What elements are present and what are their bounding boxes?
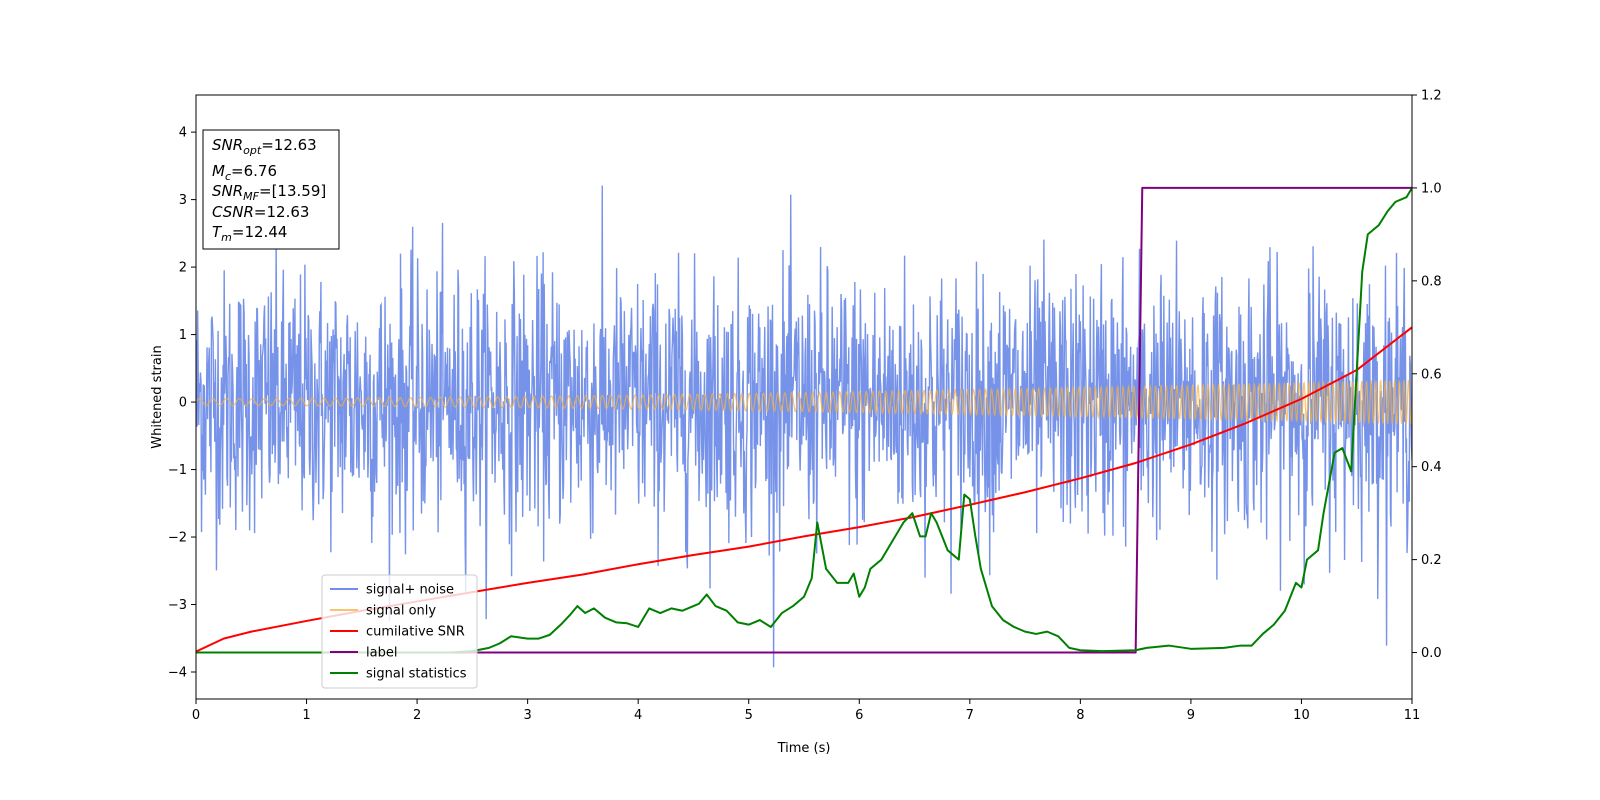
legend-entry-cumilative-snr: cumilative SNR — [330, 625, 465, 640]
legend-entry-label: label — [330, 646, 397, 661]
legend-label: signal+ noise — [366, 583, 454, 598]
x-tick-label: 6 — [855, 708, 863, 723]
x-tick-label: 7 — [966, 708, 974, 723]
x-tick-label: 4 — [634, 708, 642, 723]
x-axis: 0 1 2 3 4 5 6 7 8 9 10 11 — [192, 699, 1420, 723]
y2-tick-label: 0.0 — [1421, 646, 1442, 661]
legend-label: label — [366, 646, 397, 661]
y-tick-label: 3 — [179, 193, 187, 208]
info-mc: Mc=6.76 — [212, 162, 277, 183]
y-axis-right: 0.0 0.2 0.4 0.6 0.8 1.0 1.2 — [1412, 89, 1442, 661]
legend-entry-signal-statistics: signal statistics — [330, 667, 467, 682]
y2-tick-label: 0.4 — [1421, 460, 1442, 475]
legend: signal+ noise signal only cumilative SNR la… — [321, 574, 478, 689]
y2-tick-label: 1.0 — [1421, 181, 1442, 196]
y2-tick-label: 0.6 — [1421, 367, 1442, 382]
x-tick-label: 2 — [413, 708, 421, 723]
y-axis-left: −4 −3 −2 −1 0 1 2 3 4 — [168, 126, 196, 681]
axes-frame — [195, 94, 1413, 700]
y-tick-label: −3 — [168, 598, 187, 613]
series-signal-statistics — [196, 187, 1412, 654]
x-tick-label: 10 — [1293, 708, 1310, 723]
plot-frame — [195, 94, 1413, 700]
x-tick-label: 1 — [302, 708, 310, 723]
y-tick-label: −2 — [168, 531, 187, 546]
y-tick-label: 1 — [179, 328, 187, 343]
x-axis-label: Time (s) — [777, 741, 831, 756]
y-tick-label: 4 — [179, 126, 187, 141]
legend-entry-signal-only: signal only — [330, 604, 436, 619]
info-box: SNRopt=12.63 Mc=6.76SNRMF=[13.59]CSNR=12.… — [202, 129, 340, 250]
y-tick-label: 2 — [179, 261, 187, 276]
legend-frame — [321, 574, 478, 689]
info-snr-mf: SNRMF=[13.59] — [212, 182, 326, 203]
x-tick-label: 11 — [1404, 708, 1421, 723]
y2-tick-label: 1.2 — [1421, 89, 1442, 104]
info-snr-opt: SNRopt=12.63 — [212, 136, 317, 157]
x-tick-label: 9 — [1187, 708, 1195, 723]
info-csnr: CSNR=12.63 — [212, 203, 309, 221]
info-tm: Tm=12.44 — [212, 223, 287, 244]
legend-label: signal only — [366, 604, 436, 619]
legend-entry-signal-noise: signal+ noise — [330, 583, 454, 598]
x-tick-label: 5 — [745, 708, 753, 723]
x-tick-label: 3 — [523, 708, 531, 723]
x-tick-label: 8 — [1076, 708, 1084, 723]
legend-label: cumilative SNR — [366, 625, 465, 640]
series-signal-noise — [196, 185, 1412, 668]
y-tick-label: 0 — [179, 396, 187, 411]
y-axis-label: Whitened strain — [150, 345, 165, 448]
x-tick-label: 0 — [192, 708, 200, 723]
y2-tick-label: 0.2 — [1421, 553, 1442, 568]
series-signal-only — [196, 378, 1412, 426]
info-box-frame — [202, 129, 340, 250]
legend-label: signal statistics — [366, 667, 467, 682]
y2-tick-label: 0.8 — [1421, 274, 1442, 289]
y-tick-label: −4 — [168, 666, 187, 681]
series-label — [196, 186, 1412, 654]
y-tick-label: −1 — [168, 463, 187, 478]
